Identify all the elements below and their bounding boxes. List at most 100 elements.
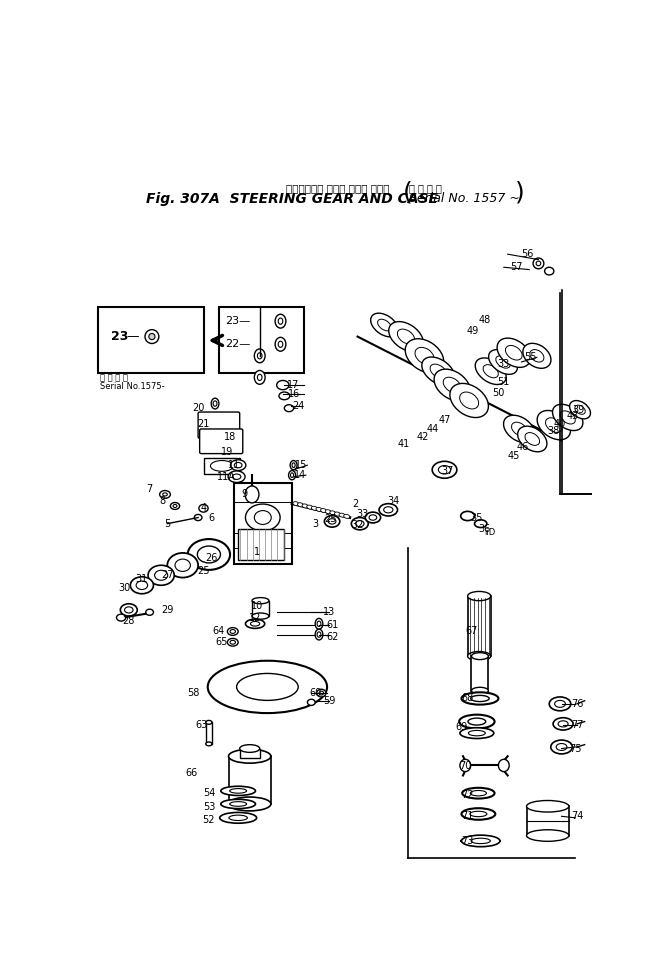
Text: 適 用 号 機: 適 用 号 機 bbox=[100, 373, 127, 382]
Text: 28: 28 bbox=[123, 617, 135, 627]
Ellipse shape bbox=[211, 398, 219, 409]
Ellipse shape bbox=[228, 750, 271, 763]
Ellipse shape bbox=[130, 577, 153, 593]
Text: Fig. 307A  STEERING GEAR AND CASE: Fig. 307A STEERING GEAR AND CASE bbox=[146, 191, 438, 206]
Ellipse shape bbox=[148, 565, 174, 586]
Text: 33: 33 bbox=[498, 358, 510, 369]
Ellipse shape bbox=[549, 697, 571, 711]
Ellipse shape bbox=[527, 800, 569, 812]
Bar bbox=[467, 596, 491, 656]
Ellipse shape bbox=[325, 509, 331, 513]
Ellipse shape bbox=[434, 369, 471, 401]
Ellipse shape bbox=[230, 640, 236, 644]
Ellipse shape bbox=[211, 461, 234, 471]
Ellipse shape bbox=[277, 381, 289, 389]
Ellipse shape bbox=[369, 514, 377, 520]
Ellipse shape bbox=[378, 319, 391, 331]
Text: 45: 45 bbox=[508, 451, 520, 461]
Text: 62: 62 bbox=[326, 631, 339, 642]
Ellipse shape bbox=[257, 352, 262, 359]
Text: 適 用 号 機: 適 用 号 機 bbox=[409, 183, 442, 193]
Bar bbox=[206, 722, 212, 744]
Ellipse shape bbox=[187, 539, 230, 570]
Text: ): ) bbox=[515, 181, 525, 205]
Text: 77: 77 bbox=[572, 720, 584, 730]
Ellipse shape bbox=[461, 692, 498, 705]
Ellipse shape bbox=[230, 460, 246, 470]
Text: 22—: 22— bbox=[225, 340, 250, 349]
Ellipse shape bbox=[430, 364, 447, 379]
Ellipse shape bbox=[504, 415, 535, 443]
Text: 68: 68 bbox=[461, 694, 474, 704]
Ellipse shape bbox=[263, 704, 271, 709]
Text: 24: 24 bbox=[292, 401, 304, 411]
Ellipse shape bbox=[221, 684, 229, 690]
Text: 25: 25 bbox=[197, 566, 210, 577]
Ellipse shape bbox=[533, 258, 544, 268]
Ellipse shape bbox=[294, 671, 301, 676]
Text: 23: 23 bbox=[111, 330, 129, 344]
Ellipse shape bbox=[551, 740, 572, 753]
Text: 36: 36 bbox=[478, 524, 490, 534]
Text: 23—: 23— bbox=[225, 316, 250, 326]
Ellipse shape bbox=[506, 346, 522, 360]
Ellipse shape bbox=[229, 815, 248, 821]
Ellipse shape bbox=[575, 405, 585, 414]
Ellipse shape bbox=[488, 349, 517, 375]
Ellipse shape bbox=[317, 631, 321, 637]
Ellipse shape bbox=[468, 718, 486, 725]
Ellipse shape bbox=[432, 462, 457, 478]
Text: 43: 43 bbox=[567, 411, 579, 421]
Ellipse shape bbox=[570, 400, 591, 419]
Ellipse shape bbox=[194, 514, 202, 520]
Ellipse shape bbox=[383, 507, 393, 513]
Ellipse shape bbox=[471, 695, 489, 702]
Ellipse shape bbox=[389, 322, 423, 351]
Text: 69: 69 bbox=[455, 722, 467, 732]
Ellipse shape bbox=[254, 348, 265, 363]
Text: 5: 5 bbox=[164, 518, 170, 529]
Ellipse shape bbox=[284, 405, 294, 412]
Text: 35: 35 bbox=[471, 512, 483, 522]
Text: 13: 13 bbox=[323, 607, 335, 617]
Bar bbox=[98, 307, 205, 373]
Ellipse shape bbox=[279, 342, 282, 347]
Text: 65: 65 bbox=[215, 637, 228, 647]
Text: 58: 58 bbox=[187, 688, 200, 698]
Ellipse shape bbox=[554, 701, 566, 708]
Text: 19: 19 bbox=[220, 447, 233, 457]
Text: 73: 73 bbox=[461, 835, 474, 846]
Ellipse shape bbox=[461, 835, 500, 847]
Ellipse shape bbox=[460, 728, 494, 739]
Text: 14: 14 bbox=[294, 470, 306, 480]
Ellipse shape bbox=[530, 349, 544, 362]
Text: 1: 1 bbox=[254, 548, 261, 557]
Text: 56: 56 bbox=[521, 249, 533, 260]
Ellipse shape bbox=[279, 318, 282, 324]
Ellipse shape bbox=[294, 698, 301, 704]
Ellipse shape bbox=[298, 503, 304, 507]
Bar bbox=[234, 483, 292, 564]
Text: 41: 41 bbox=[397, 439, 410, 449]
Text: 2: 2 bbox=[352, 499, 358, 508]
Ellipse shape bbox=[221, 799, 255, 808]
Text: 75: 75 bbox=[569, 744, 581, 753]
Ellipse shape bbox=[470, 811, 487, 817]
Bar bbox=[527, 806, 569, 835]
Ellipse shape bbox=[302, 504, 308, 508]
Ellipse shape bbox=[279, 392, 290, 400]
Ellipse shape bbox=[251, 622, 260, 626]
Bar bbox=[238, 529, 284, 560]
Ellipse shape bbox=[120, 604, 137, 616]
Text: Serial No. 1557 ~: Serial No. 1557 ~ bbox=[409, 192, 520, 205]
Text: 33: 33 bbox=[357, 508, 369, 518]
Text: 39: 39 bbox=[572, 405, 585, 415]
Text: 48: 48 bbox=[478, 314, 490, 325]
Text: 71: 71 bbox=[461, 811, 474, 821]
Ellipse shape bbox=[254, 371, 265, 385]
Ellipse shape bbox=[536, 262, 541, 265]
Ellipse shape bbox=[227, 638, 238, 646]
Text: 66: 66 bbox=[186, 768, 198, 778]
Text: 31: 31 bbox=[136, 574, 148, 584]
Ellipse shape bbox=[422, 357, 455, 386]
